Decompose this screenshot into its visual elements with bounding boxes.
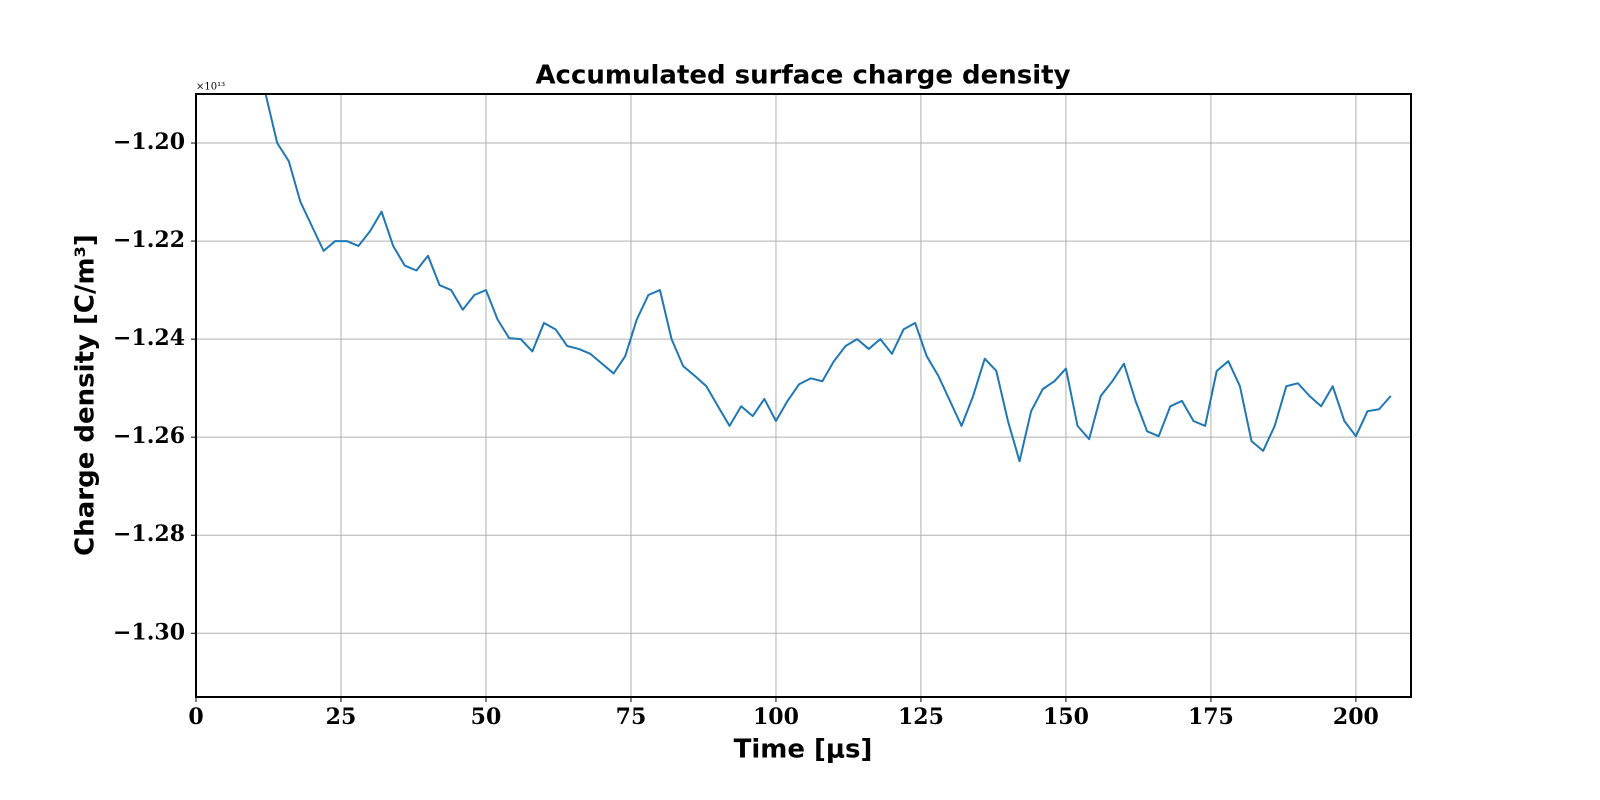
y-axis-label: Charge density [C/m³] — [71, 234, 101, 556]
plot-frame — [195, 93, 1412, 698]
y-tick-label: −1.20 — [113, 129, 185, 155]
y-tick-label: −1.26 — [113, 423, 185, 449]
x-tick-label: 150 — [1043, 704, 1089, 730]
y-tick-label: −1.28 — [113, 521, 185, 547]
x-tick-label: 50 — [471, 704, 502, 730]
x-tick-label: 100 — [753, 704, 799, 730]
y-tick-label: −1.30 — [113, 619, 185, 645]
x-tick-label: 200 — [1333, 704, 1379, 730]
plot-area — [264, 94, 1392, 463]
x-tick-label: 25 — [326, 704, 357, 730]
x-axis-label: Time [μs] — [734, 735, 873, 765]
y-offset-label: ×10¹³ — [196, 82, 225, 93]
grid — [195, 94, 1411, 697]
x-tick-label: 175 — [1188, 704, 1234, 730]
data-line — [264, 94, 1392, 463]
x-tick-label: 75 — [616, 704, 647, 730]
chart-title: Accumulated surface charge density — [535, 61, 1070, 91]
y-tick-label: −1.24 — [113, 325, 185, 351]
x-tick-label: 0 — [188, 704, 203, 730]
y-tick-label: −1.22 — [113, 227, 185, 253]
x-tick-label: 125 — [898, 704, 944, 730]
